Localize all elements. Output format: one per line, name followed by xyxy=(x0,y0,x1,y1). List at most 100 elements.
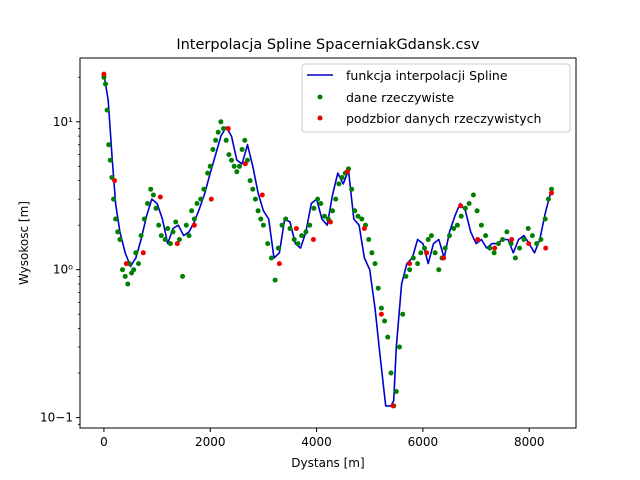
subset-point xyxy=(492,245,498,251)
data-point xyxy=(117,237,123,242)
data-point xyxy=(283,216,289,222)
subset-point xyxy=(327,219,333,225)
subset-point xyxy=(293,226,299,231)
data-point xyxy=(375,285,381,291)
data-point xyxy=(410,255,416,261)
data-point xyxy=(150,192,156,198)
data-point xyxy=(451,226,457,231)
data-point xyxy=(113,216,119,222)
data-point xyxy=(279,222,285,228)
data-point xyxy=(478,222,484,228)
data-point xyxy=(474,208,480,214)
data-point xyxy=(400,311,406,317)
x-tick-label: 6000 xyxy=(408,435,439,449)
data-point xyxy=(339,175,345,180)
x-tick-label: 8000 xyxy=(514,435,545,449)
data-point xyxy=(529,233,535,239)
plot-frame xyxy=(79,57,577,429)
legend-green-dot xyxy=(317,94,323,100)
spline-line xyxy=(103,73,552,407)
data-point xyxy=(385,334,391,340)
data-point xyxy=(153,205,159,211)
legend-label-spline: funkcja interpolacji Spline xyxy=(346,68,508,83)
subset-point xyxy=(441,255,447,261)
data-point xyxy=(504,229,510,235)
data-point xyxy=(291,237,297,242)
data-point xyxy=(534,241,540,247)
y-tick-label: 10−1 xyxy=(40,411,73,425)
data-point xyxy=(287,226,293,231)
data-point xyxy=(221,126,226,132)
data-point xyxy=(495,241,501,247)
data-point xyxy=(136,261,141,267)
data-point xyxy=(303,229,309,235)
x-tick-label: 4000 xyxy=(301,435,332,449)
data-point xyxy=(512,255,518,261)
data-point xyxy=(138,233,144,239)
data-point xyxy=(393,389,399,394)
subset-point xyxy=(259,192,265,198)
data-point xyxy=(106,142,112,148)
subset-point xyxy=(543,245,549,251)
data-point xyxy=(180,273,186,279)
subset-point xyxy=(361,226,367,231)
data-point xyxy=(120,267,125,273)
data-point xyxy=(250,186,256,192)
data-point xyxy=(330,208,335,214)
data-point xyxy=(265,241,271,247)
data-point xyxy=(422,245,427,251)
data-point xyxy=(517,245,523,251)
data-point xyxy=(255,208,261,214)
subset-point xyxy=(208,196,214,202)
subset-point xyxy=(140,250,146,256)
subset-point xyxy=(174,241,180,247)
data-point xyxy=(245,157,250,163)
data-point xyxy=(442,245,448,251)
data-point xyxy=(167,241,173,247)
data-point xyxy=(315,196,321,202)
data-point xyxy=(418,250,424,256)
data-point xyxy=(272,277,278,283)
data-point xyxy=(213,137,219,143)
data-point xyxy=(260,222,266,228)
data-point xyxy=(189,208,195,214)
data-point xyxy=(191,216,197,222)
data-point xyxy=(349,186,355,192)
data-point xyxy=(268,255,274,261)
data-point xyxy=(231,163,237,169)
data-point xyxy=(107,157,113,163)
y-tick-label: 10¹ xyxy=(53,115,73,129)
data-point xyxy=(500,237,506,242)
legend-frame xyxy=(301,63,571,133)
data-point xyxy=(397,344,402,350)
data-point xyxy=(407,267,413,273)
data-point xyxy=(299,233,305,239)
data-point xyxy=(378,305,384,311)
data-point xyxy=(318,201,324,206)
subset-point xyxy=(344,169,350,175)
subset-point xyxy=(458,203,464,209)
subset-point xyxy=(191,222,197,228)
data-point xyxy=(252,196,258,202)
data-point xyxy=(145,201,150,206)
data-point xyxy=(355,213,361,219)
data-point xyxy=(148,186,154,192)
data-point xyxy=(165,226,171,231)
legend-red-dot xyxy=(317,115,323,121)
data-point xyxy=(158,233,164,239)
x-tick-label: 0 xyxy=(100,435,108,449)
subset-point xyxy=(157,194,163,200)
data-point xyxy=(173,219,179,225)
subset-point xyxy=(123,261,129,267)
data-point xyxy=(239,147,245,152)
chart-title: Interpolacja Spline SpacerniakGdansk.csv xyxy=(176,37,480,53)
data-point xyxy=(432,250,438,256)
data-point xyxy=(122,273,128,279)
data-point xyxy=(487,245,493,251)
data-point xyxy=(311,205,317,211)
data-point xyxy=(111,196,116,202)
data-point xyxy=(141,216,147,222)
data-point xyxy=(186,233,192,239)
data-layer xyxy=(101,71,554,409)
